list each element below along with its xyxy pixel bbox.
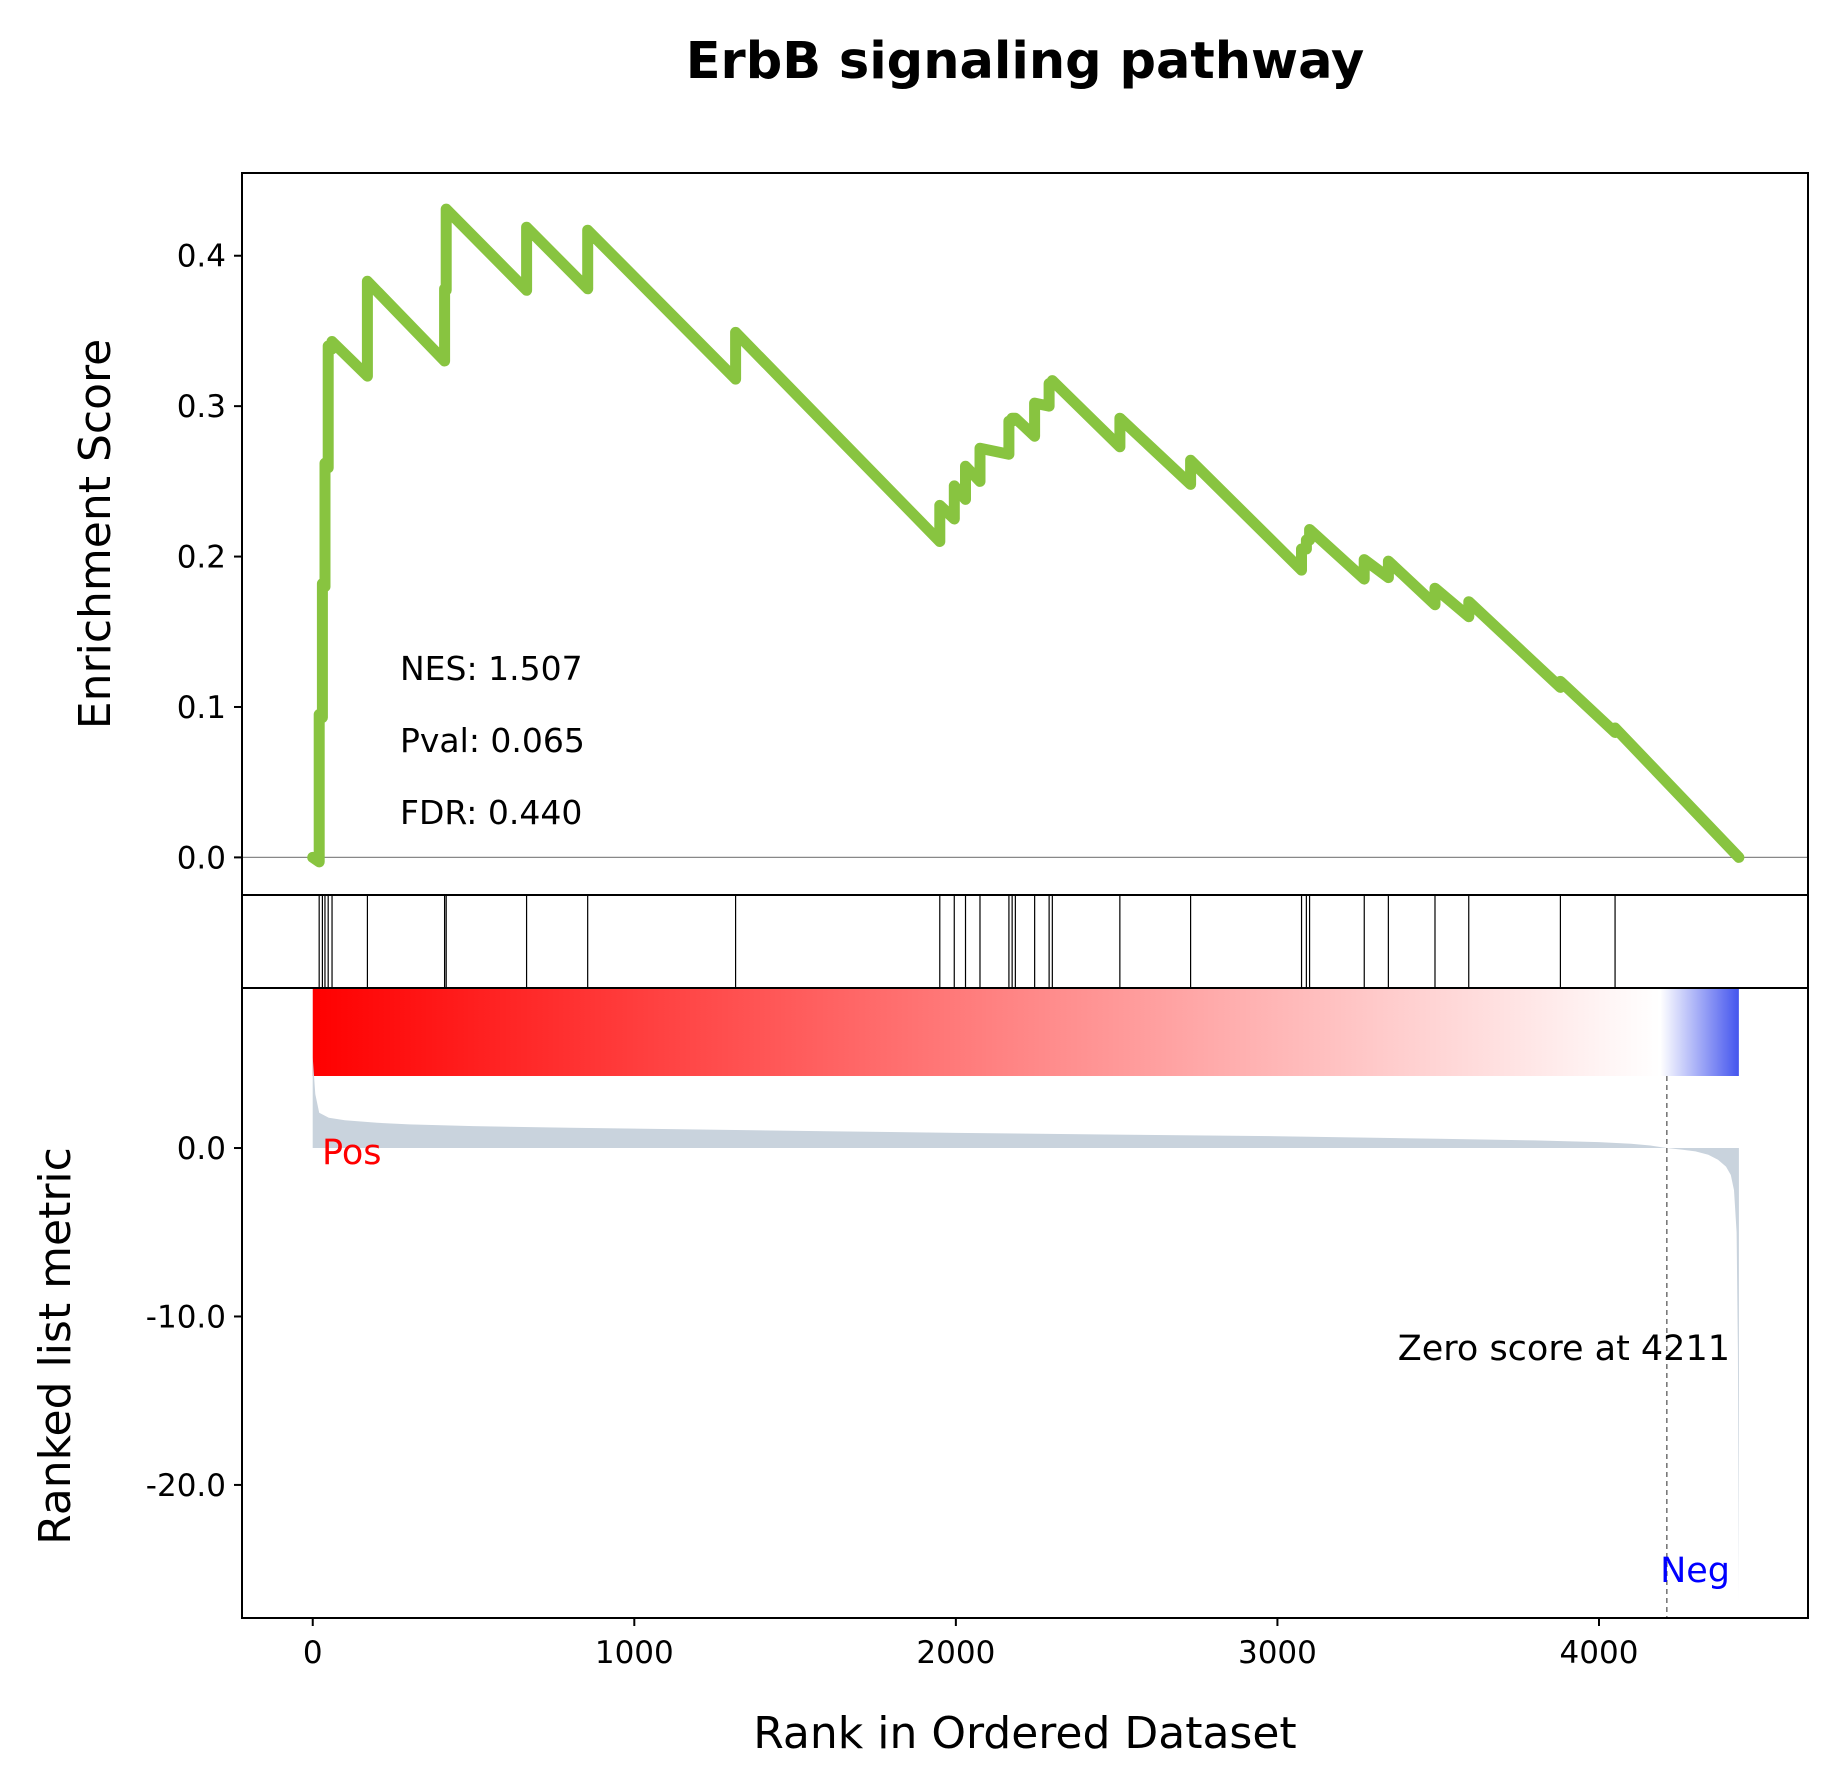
x-tick-label: 2000 [916, 1635, 995, 1671]
es-y-axis-label: Enrichment Score [70, 339, 121, 729]
pval-stat: Pval: 0.065 [400, 721, 585, 760]
x-tick-label: 1000 [595, 1635, 674, 1671]
x-tick-label: 3000 [1238, 1635, 1317, 1671]
es-y-tick-label: 0.2 [177, 540, 226, 576]
hits-panel-frame [241, 894, 1809, 989]
metric-panel: 0.0 -10.0 -20.0 Pos Neg Zero score at 4211… [30, 987, 1809, 1619]
neg-label: Neg [1660, 1551, 1730, 1591]
es-line [307, 203, 1745, 868]
metric-y-axis-label: Ranked list metric [30, 1147, 81, 1545]
x-tick-label: 0 [303, 1635, 323, 1671]
metric-y-tick-label: -20.0 [146, 1468, 226, 1504]
x-tick-label: 4000 [1560, 1635, 1639, 1671]
fdr-stat: FDR: 0.440 [400, 793, 582, 832]
hit-lines [318, 895, 1616, 988]
metric-y-tick-label: 0.0 [177, 1131, 226, 1167]
hits-panel [241, 894, 1809, 989]
es-y-tick-label: 0.1 [177, 690, 226, 726]
x-axis-ticks: 0 1000 2000 3000 4000 [303, 1618, 1639, 1671]
es-panel: 0.0 0.1 0.2 0.3 0.4 NES: 1.507 Pval: 0.065 F… [70, 172, 1809, 896]
metric-y-tick-label: -10.0 [146, 1299, 226, 1335]
nes-stat: NES: 1.507 [400, 649, 583, 688]
es-panel-frame [241, 172, 1809, 896]
metric-panel-frame [241, 987, 1809, 1619]
es-y-ticks: 0.0 0.1 0.2 0.3 0.4 [177, 239, 242, 876]
es-y-tick-label: 0.4 [177, 239, 226, 275]
es-y-tick-label: 0.3 [177, 389, 226, 425]
chart-title: ErbB signaling pathway [686, 32, 1365, 91]
es-y-tick-label: 0.0 [177, 840, 226, 876]
zero-cross-label: Zero score at 4211 [1398, 1329, 1730, 1369]
metric-y-ticks: 0.0 -10.0 -20.0 [146, 1131, 242, 1504]
rank-heatmap-bar [312, 988, 1739, 1076]
x-axis-label: Rank in Ordered Dataset [753, 1708, 1296, 1759]
pos-label: Pos [322, 1133, 382, 1173]
